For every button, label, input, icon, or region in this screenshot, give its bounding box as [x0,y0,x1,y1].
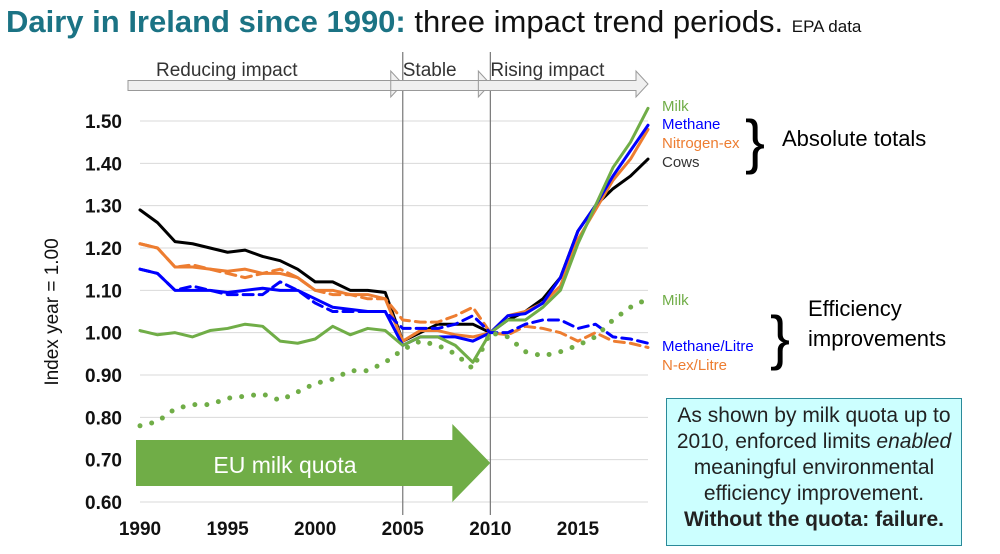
y-tick-label: 1.40 [85,154,122,175]
quota-label: EU milk quota [213,452,356,478]
series-line-methane-absolute [138,123,650,347]
period-label: Stable [403,60,457,81]
y-tick-label: 0.90 [85,366,122,387]
period-label: Rising impact [490,60,605,81]
chart-title: Dairy in Ireland since 1990: three impac… [6,4,861,40]
x-tick-label: 2005 [382,519,425,540]
note-line2: meaningful environmental efficiency impr… [693,456,935,505]
x-tick-label: 2010 [469,519,511,540]
x-tick-label: 2015 [557,519,600,540]
group-label-efficiency: improvements [808,326,946,351]
brace-icon: } [770,304,790,371]
x-tick-label: 1995 [206,519,249,540]
group-label-absolute: Absolute totals [782,126,926,151]
note-emph: enabled [876,430,952,453]
title-source: EPA data [791,17,862,36]
y-axis-label: Index year = 1.00 [42,238,63,385]
title-rest: three impact trend periods. [414,4,784,39]
group-label-efficiency: Efficiency [808,296,902,321]
quota-arrow [136,424,491,502]
y-tick-label: 0.80 [85,408,122,429]
brace-icon: } [745,108,765,175]
series-line-milk-absolute [138,106,650,364]
period-label: Reducing impact [156,60,298,81]
quota-note: As shown by milk quota up to 2010, enfor… [666,398,962,546]
y-tick-label: 1.50 [85,112,122,133]
title-bold: Dairy in Ireland since 1990: [6,4,406,39]
note-bold: Without the quota: failure. [684,508,944,531]
x-tick-label: 2000 [294,519,336,540]
y-tick-label: 0.60 [85,493,122,514]
y-tick-label: 1.10 [85,281,122,302]
legend-label: Methane [662,116,720,133]
y-tick-label: 1.30 [85,197,122,218]
y-tick-label: 0.70 [85,451,122,472]
x-tick-label: 1990 [119,519,161,540]
legend-label: Milk [662,292,689,309]
legend-label: Nitrogen-ex [662,135,740,152]
note-line1: As shown by milk quota up to 2010, enfor… [676,404,951,453]
period-arrow [477,69,649,99]
y-tick-label: 1.00 [85,324,122,345]
legend-label: Cows [662,154,700,171]
y-tick-label: 1.20 [85,239,122,260]
legend-label: Methane/Litre [662,338,754,355]
legend-label: N-ex/Litre [662,357,727,374]
legend-label: Milk [662,98,689,115]
series-line-n-ex-litre-efficiency [138,242,650,349]
series-line-methane-litre-efficiency [138,267,650,345]
